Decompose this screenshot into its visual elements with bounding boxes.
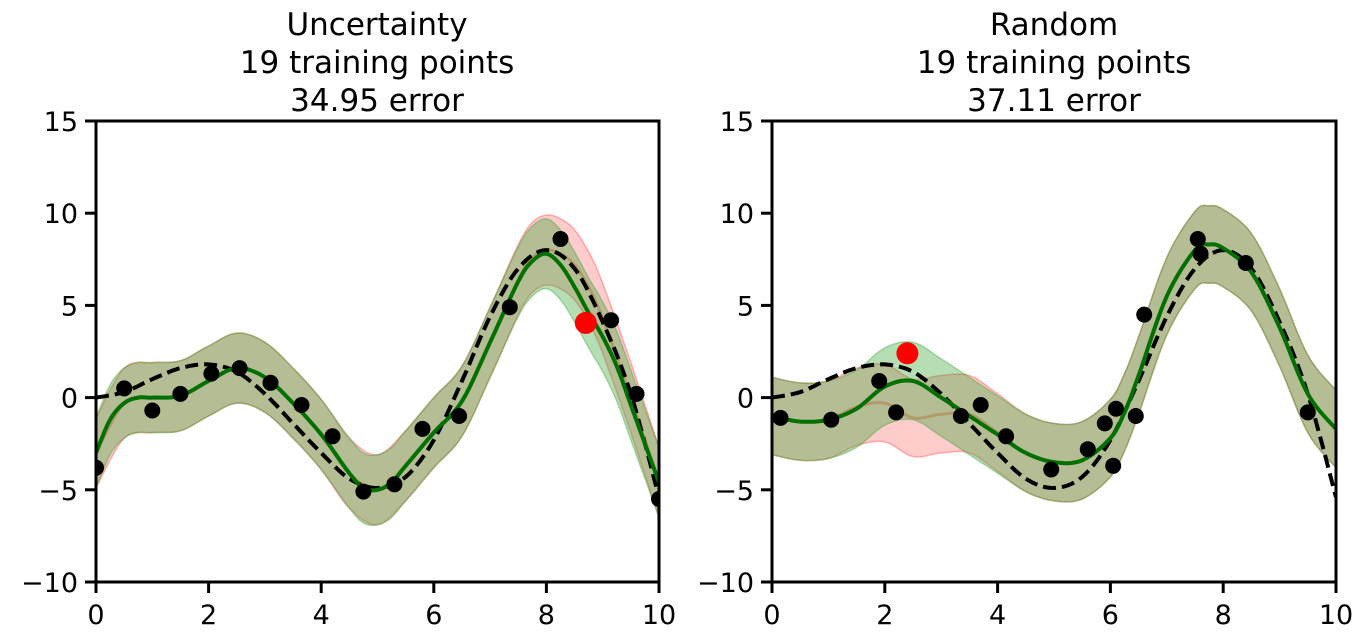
training-point [651, 491, 659, 507]
current-uncertainty-band [772, 204, 1336, 503]
y-tick-label: −5 [714, 476, 754, 507]
x-tick-label: 0 [763, 600, 780, 631]
axes-frame [770, 119, 1338, 584]
training-point [451, 408, 468, 424]
axes-frame [94, 119, 661, 584]
training-point [172, 385, 189, 402]
training-point [414, 420, 431, 437]
x-tick-label: 10 [1319, 600, 1353, 631]
training-point [1043, 461, 1060, 478]
training-point [1105, 457, 1122, 474]
training-point [1108, 400, 1124, 417]
y-tick-label: 15 [720, 107, 754, 138]
x-tick-label: 4 [313, 600, 330, 631]
previous-uncertainty-band [772, 204, 1336, 503]
training-point [871, 373, 888, 389]
training-point [231, 360, 248, 377]
subplot-title-line: 19 training points [917, 45, 1191, 81]
y-tick-label: 0 [61, 384, 78, 415]
subplot-title-line: 19 training points [240, 45, 514, 81]
x-tick-label: 6 [1102, 600, 1119, 631]
training-point [144, 402, 161, 419]
training-point [355, 483, 372, 500]
predicted-mean-line [772, 242, 1336, 466]
training-point [888, 404, 905, 421]
training-point [772, 409, 789, 426]
training-point [952, 408, 969, 424]
subplot-title-line: Uncertainty [286, 7, 467, 43]
training-point [96, 459, 104, 476]
training-point [1189, 231, 1206, 247]
current-uncertainty-band [96, 217, 659, 527]
new-query-point [574, 311, 597, 334]
subplot-title-line: 37.11 error [967, 83, 1141, 119]
plot-area [96, 214, 659, 527]
training-point [998, 428, 1015, 445]
training-point [203, 365, 220, 382]
previous-uncertainty-band [96, 214, 659, 526]
training-point [972, 397, 989, 413]
plot-area [772, 204, 1336, 503]
training-point [1237, 255, 1254, 271]
y-tick-label: 15 [44, 107, 78, 138]
x-tick-label: 2 [876, 600, 893, 631]
training-point [116, 380, 133, 397]
x-tick-label: 0 [87, 600, 104, 631]
training-point [1096, 415, 1113, 432]
x-tick-label: 6 [425, 600, 442, 631]
training-point [1127, 408, 1144, 424]
training-point [603, 312, 620, 329]
y-tick-label: 10 [720, 199, 754, 230]
y-tick-label: −5 [38, 476, 78, 507]
x-tick-label: 8 [538, 600, 555, 631]
y-tick-label: 10 [44, 199, 78, 230]
training-point [293, 397, 310, 413]
y-tick-label: 5 [737, 291, 754, 322]
training-point [552, 231, 569, 247]
y-tick-label: 5 [61, 291, 78, 322]
training-point [1299, 404, 1316, 421]
training-point [324, 428, 341, 445]
training-point [501, 299, 518, 316]
training-point [262, 374, 279, 391]
training-point [823, 411, 840, 428]
x-tick-label: 4 [989, 600, 1006, 631]
training-point [628, 385, 645, 402]
new-query-point [896, 342, 919, 365]
y-tick-label: −10 [697, 568, 754, 599]
training-point [1192, 245, 1209, 262]
y-tick-label: 0 [737, 384, 754, 415]
y-tick-label: −10 [21, 568, 78, 599]
x-tick-label: 2 [200, 600, 217, 631]
training-point [386, 476, 403, 493]
training-point [1079, 441, 1096, 458]
x-tick-label: 10 [642, 600, 676, 631]
x-tick-label: 8 [1215, 600, 1232, 631]
subplot-title-line: 34.95 error [290, 83, 464, 119]
training-point [1136, 306, 1153, 323]
subplot-title-line: Random [990, 7, 1118, 43]
